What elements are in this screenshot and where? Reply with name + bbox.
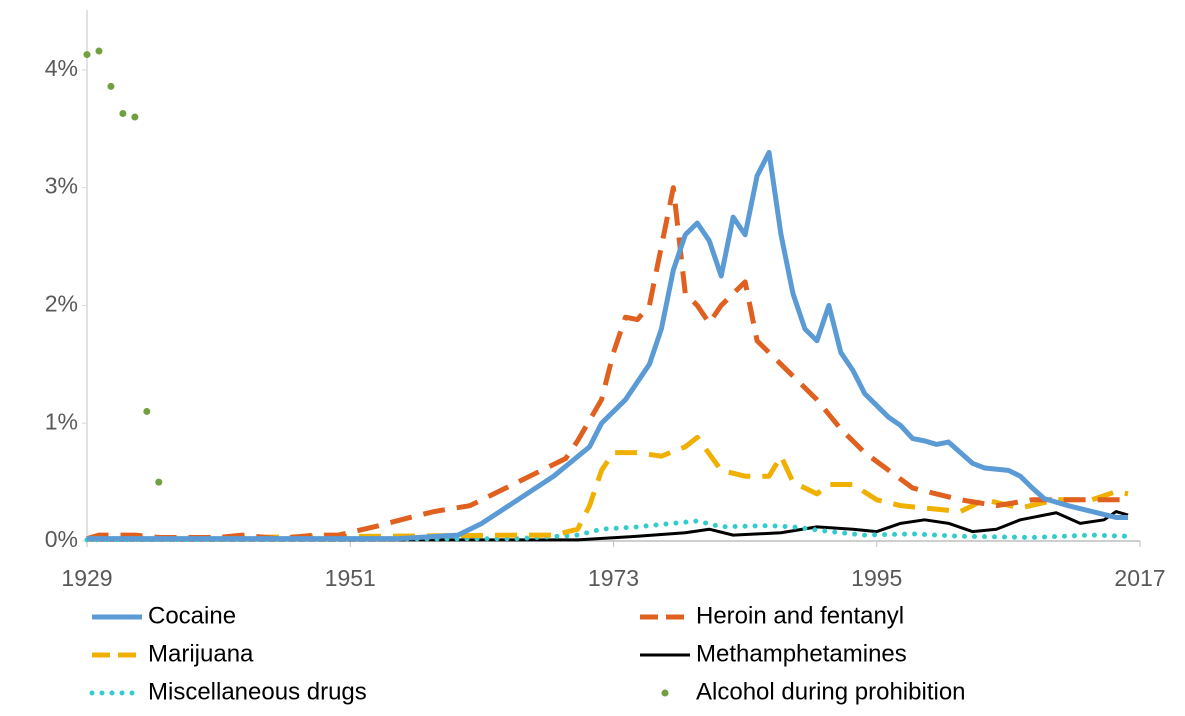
x-tick-label: 1951 <box>325 565 376 591</box>
data-point <box>95 47 103 55</box>
series-line <box>87 510 1129 542</box>
series-line <box>87 149 1129 542</box>
y-tick-label: 3% <box>45 173 78 199</box>
data-point <box>119 109 127 117</box>
data-point <box>143 407 151 415</box>
y-tick-label: 4% <box>45 55 78 81</box>
data-point <box>131 113 139 121</box>
legend-label: Heroin and fentanyl <box>696 602 904 629</box>
x-tick-label: 2017 <box>1114 565 1165 591</box>
series-line <box>84 518 1131 543</box>
legend-label: Marijuana <box>148 640 254 667</box>
x-tick-label: 1995 <box>851 565 902 591</box>
y-tick-label: 2% <box>45 291 78 317</box>
data-point <box>107 82 115 90</box>
data-point <box>155 478 163 486</box>
legend-label: Cocaine <box>148 602 236 629</box>
legend-swatch <box>661 689 669 697</box>
legend-label: Alcohol during prohibition <box>696 678 966 705</box>
data-point <box>83 51 91 59</box>
x-tick-label: 1929 <box>61 565 112 591</box>
legend-label: Miscellaneous drugs <box>148 678 367 705</box>
y-tick-label: 1% <box>45 408 78 434</box>
series-line <box>86 185 1129 542</box>
y-tick-label: 0% <box>45 526 78 552</box>
series-line <box>86 434 1129 542</box>
legend-label: Methamphetamines <box>696 640 907 667</box>
x-tick-label: 1973 <box>588 565 639 591</box>
